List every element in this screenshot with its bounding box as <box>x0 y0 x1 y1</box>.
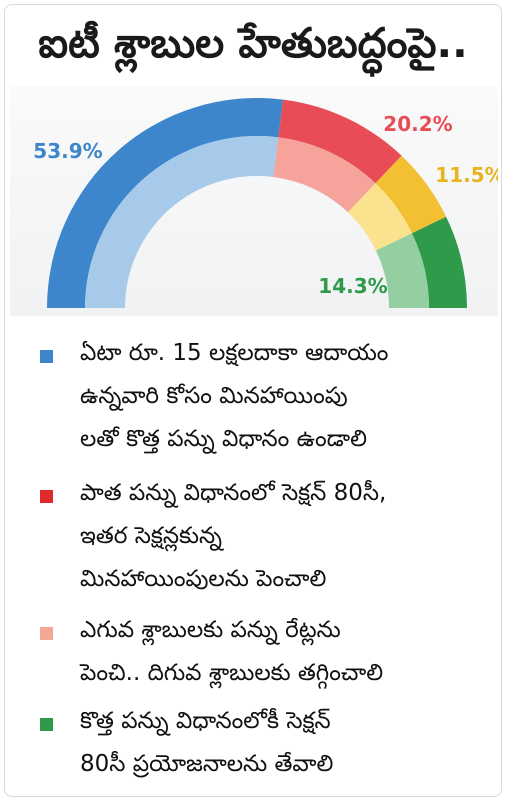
donut-slice-inner-2 <box>273 137 376 213</box>
chart-title: ఐటీ శ్లాబుల హేతుబద్ధంపై.. <box>38 19 468 67</box>
legend-text-line: లతో కొత్త పన్ను విధానం ఉండాలి <box>80 426 367 452</box>
semicircle-donut-chart: 53.9% 20.2% 11.5% 14.3% <box>33 98 498 308</box>
legend-text-line: ఎగువ శ్లాబులకు పన్ను రేట్లను <box>80 617 341 643</box>
donut-slice-inner-1 <box>85 136 279 308</box>
donut-slice-inner-3 <box>347 183 412 251</box>
legend-text-line: పెంచి.. దిగువ శ్లాబులకు తగ్గించాలి <box>80 660 384 686</box>
data-label-1: 53.9% <box>33 139 102 163</box>
donut-slice-3 <box>375 155 447 234</box>
legend-text-line: పాత పన్ను విధానంలో సెక్షన్ 80సీ, <box>80 480 387 506</box>
data-label-3: 11.5% <box>435 163 498 187</box>
legend-text-line: 80సీ ప్రయోజనాలను తేవాలి <box>80 751 334 777</box>
donut-slice-4 <box>411 216 467 308</box>
legend-text-line: ఇతర సెక్షన్లకున్న <box>80 523 222 549</box>
legend-swatch <box>40 350 53 363</box>
chart-legend: ఏటా రూ. 15 లక్షలదాకా ఆదాయం ఉన్నవారి కోసం … <box>10 318 498 794</box>
legend-swatch <box>40 627 53 640</box>
legend-text-line: ఉన్నవారి కోసం మినహాయింపు <box>80 383 348 409</box>
legend-text-line: మినహాయింపులను పెంచాలి <box>80 566 327 592</box>
data-label-2: 20.2% <box>383 112 452 136</box>
data-label-4: 14.3% <box>318 274 387 298</box>
donut-slice-1 <box>47 98 284 308</box>
infographic-card: ఐటీ శ్లాబుల హేతుబద్ధంపై.. 53.9% 20.2% 11.5… <box>4 4 502 797</box>
legend-text-line: ఏటా రూ. 15 లక్షలదాకా ఆదాయం <box>80 340 389 366</box>
legend-text-line: కొత్త పన్ను విధానంలోకీ సెక్షన్ <box>80 708 331 734</box>
legend-swatch <box>40 490 53 503</box>
legend-swatch <box>40 718 53 731</box>
donut-slice-inner-4 <box>375 233 429 308</box>
donut-slice-2 <box>278 99 402 184</box>
chart-area: 53.9% 20.2% 11.5% 14.3% <box>10 86 498 316</box>
